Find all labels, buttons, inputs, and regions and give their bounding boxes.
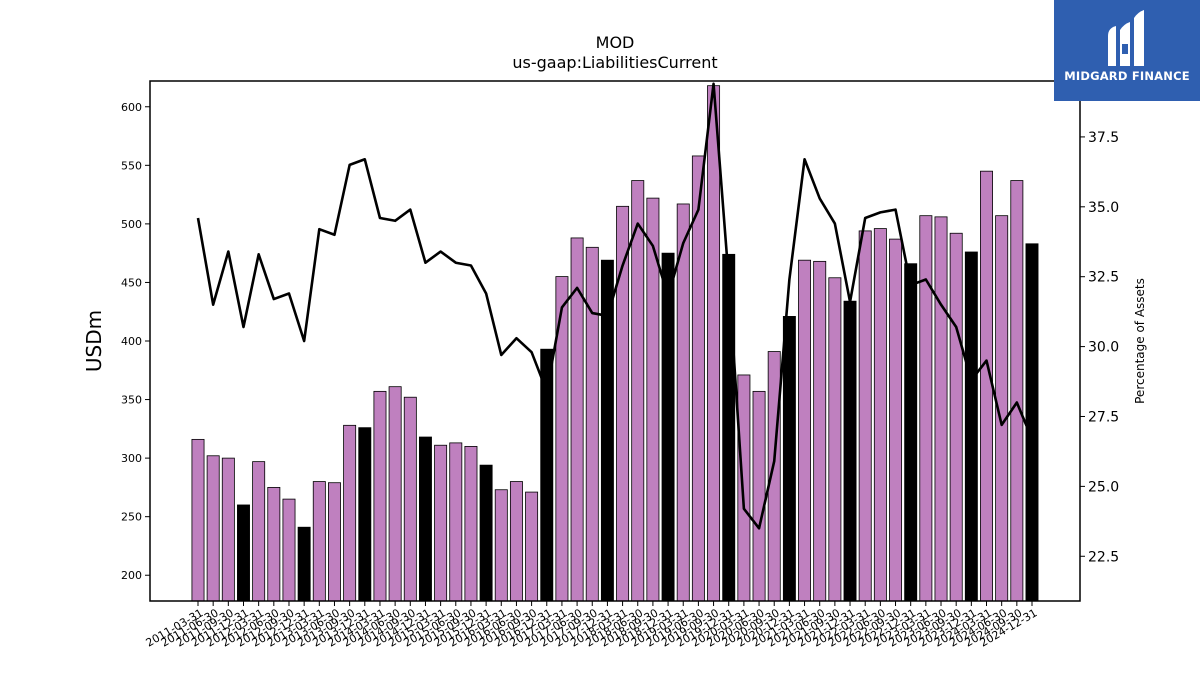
- bar: [737, 374, 751, 602]
- bar: [373, 390, 387, 602]
- bar: [843, 300, 857, 602]
- line-layer: [196, 82, 1034, 530]
- y2-tick-label: 37.5: [1088, 130, 1119, 146]
- y2-axis-label: Percentage of Assets: [1133, 278, 1147, 404]
- bar: [889, 238, 902, 602]
- bar: [358, 427, 372, 602]
- bar: [312, 481, 326, 602]
- bar: [964, 251, 978, 602]
- logo-text: MIDGARD FINANCE: [1064, 69, 1190, 83]
- bar: [707, 85, 721, 602]
- bar: [479, 464, 493, 602]
- bar: [297, 526, 311, 602]
- bar: [980, 170, 993, 602]
- bar: [585, 246, 599, 602]
- y2-tick-label: 32.5: [1088, 270, 1119, 286]
- company-logo: MIDGARD FINANCE: [1054, 0, 1200, 101]
- bar: [1025, 243, 1039, 602]
- bar: [403, 396, 417, 602]
- bar: [722, 253, 736, 602]
- y2-tick-label: 22.5: [1088, 549, 1119, 565]
- chart-title: MOD: [596, 33, 635, 52]
- y2-tick-label: 30.0: [1088, 340, 1119, 356]
- bar: [221, 457, 235, 602]
- percentage-line: [196, 82, 1034, 530]
- bar: [691, 155, 705, 602]
- y2-tick-label: 27.5: [1088, 409, 1119, 425]
- y-tick-label: 450: [121, 276, 142, 289]
- y-tick-label: 250: [121, 511, 142, 524]
- y-tick-label: 550: [121, 159, 142, 172]
- bar: [434, 444, 448, 602]
- bar: [934, 216, 948, 602]
- bar: [388, 386, 402, 602]
- bar: [267, 486, 281, 602]
- bar: [813, 260, 827, 602]
- y-tick-label: 500: [121, 218, 142, 231]
- bar: [1010, 180, 1024, 602]
- y-axis-label: USDm: [82, 310, 106, 372]
- bar: [494, 489, 508, 602]
- y-tick-label: 350: [121, 394, 142, 407]
- bar: [464, 446, 478, 602]
- bar: [798, 259, 812, 602]
- logo-mark-icon: [1108, 10, 1144, 66]
- y2-tick-label: 25.0: [1088, 479, 1119, 495]
- y-tick-label: 400: [121, 335, 142, 348]
- bar: [328, 482, 341, 602]
- bar: [873, 228, 887, 602]
- bar: [828, 277, 842, 602]
- y-tick-label: 200: [121, 569, 142, 582]
- bar: [919, 215, 933, 602]
- bar: [282, 498, 296, 602]
- chart-subtitle: us-gaap:LiabilitiesCurrent: [512, 53, 717, 72]
- bar: [509, 481, 523, 602]
- bar: [418, 436, 432, 602]
- bar: [343, 424, 357, 602]
- bar: [449, 442, 463, 602]
- bar: [782, 316, 796, 602]
- bar: [752, 390, 766, 602]
- bar: [858, 230, 872, 602]
- bar: [206, 455, 220, 602]
- y-tick-label: 600: [121, 101, 142, 114]
- bar: [661, 252, 675, 602]
- bar: [237, 504, 250, 602]
- bar: [600, 259, 614, 602]
- axes-layer: 200 250 300 350 400 450 500 550 600 22.5 25.0 27.5 3…: [121, 80, 1119, 650]
- y-tick-label: 300: [121, 452, 142, 465]
- bar: [252, 461, 266, 602]
- bar: [631, 180, 645, 602]
- bar: [904, 263, 918, 602]
- bars-layer: [191, 85, 1039, 602]
- bar: [676, 203, 690, 602]
- y2-tick-label: 35.0: [1088, 200, 1119, 216]
- bar: [949, 232, 963, 602]
- bar: [525, 491, 539, 602]
- bar: [191, 438, 205, 602]
